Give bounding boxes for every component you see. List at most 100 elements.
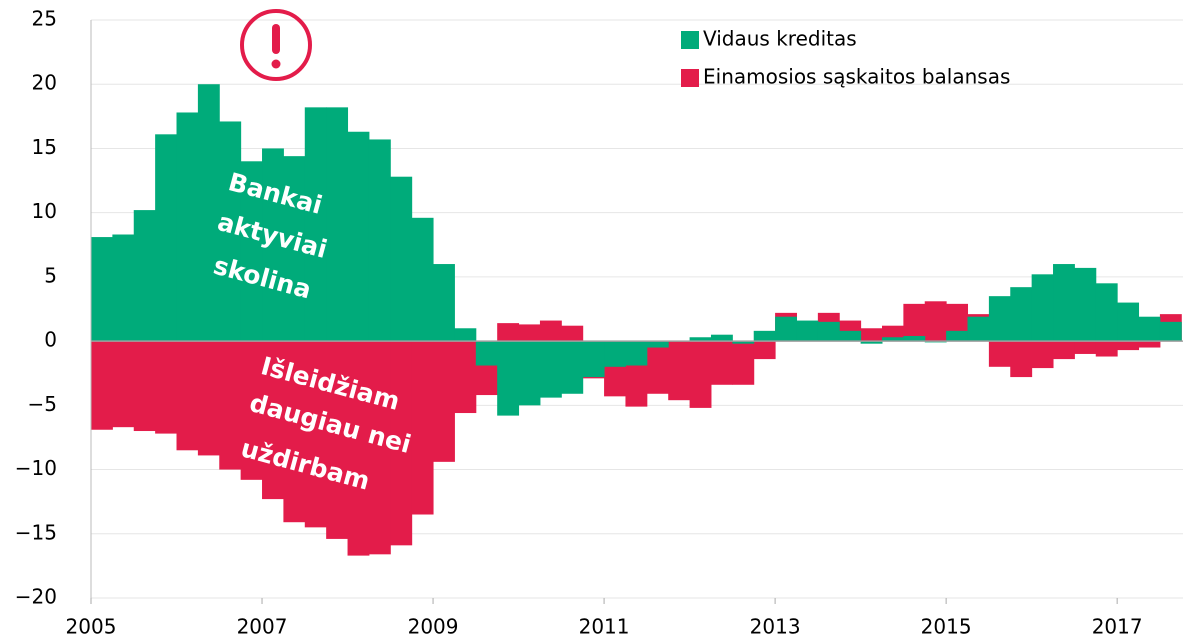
bar [262,148,284,342]
bar [283,341,306,523]
bar [475,341,498,366]
bar [176,341,199,451]
alert-bar [272,24,280,54]
legend-label: Einamosios sąskaitos balansas [703,65,1010,89]
bar [497,323,520,342]
bar [133,210,156,342]
bar [988,296,1011,342]
bar [710,334,733,342]
bar [839,330,862,342]
bar [454,328,477,342]
bar [1010,341,1033,378]
bar [368,139,391,342]
bar [539,341,562,398]
x-tick-label: 2007 [237,615,288,639]
bar [775,316,797,342]
bar [518,341,541,406]
y-tick-label: 20 [32,71,57,95]
bar [710,341,733,385]
bar [1138,341,1161,348]
bar [347,341,370,556]
bar [1010,287,1033,342]
bar [988,341,1011,367]
bar [924,301,947,342]
bar [561,325,584,342]
bar [390,341,413,546]
bar [903,303,926,342]
bar [1074,341,1097,354]
bar [753,341,776,360]
bar [112,341,135,428]
y-tick-label: −20 [15,585,57,609]
bar [304,107,327,342]
bar [219,341,242,470]
bar [1074,267,1097,342]
y-tick-label: −10 [15,456,57,480]
bar [1053,264,1075,342]
plot: −20 −15 −10 −5 0 5 10 15 20 25 2005 2007 2009 2011 201… [15,7,1183,639]
y-tick-label: −15 [15,520,57,544]
bar [1117,302,1140,342]
bar [1138,316,1161,342]
bar [582,341,605,378]
bar [1117,341,1140,351]
bar [91,237,113,342]
bar [347,131,370,342]
bar [1031,274,1054,342]
x-tick-label: 2013 [750,615,801,639]
bar [368,341,391,555]
bar [646,341,669,348]
bar [197,341,220,456]
bar [689,337,712,342]
bar [1031,341,1054,369]
bar [1053,341,1075,360]
alert-dot [271,59,281,69]
x-tick-label: 2009 [408,615,459,639]
bar [646,341,669,394]
x-tick-label: 2017 [1092,615,1143,639]
alert-circle [240,9,312,81]
bar [1095,283,1118,342]
legend-swatch [681,31,699,49]
x-tick-label: 2011 [579,615,630,639]
bar [817,321,840,342]
bar [433,341,455,462]
bar [176,112,199,342]
bar [967,316,990,342]
bar [454,341,477,414]
bar [1159,321,1182,342]
bar [903,335,926,342]
bar [112,234,135,342]
bar [1095,341,1118,357]
bar [668,341,691,401]
bar [240,341,263,480]
bar [304,341,327,528]
bar [155,341,178,434]
bar [411,217,434,342]
bar [326,341,349,539]
bar [390,176,413,342]
bar [155,134,178,342]
bar [689,341,712,408]
bar [604,341,626,367]
legend-label: Vidaus kreditas [703,27,857,51]
bar [326,107,349,342]
bar [411,341,434,515]
y-tick-label: −5 [28,392,57,416]
bar [240,161,263,342]
bar [433,264,455,342]
bar [753,330,776,342]
x-tick-label: 2015 [921,615,972,639]
bar [860,328,883,342]
y-tick-label: 10 [32,199,57,223]
bar [262,341,284,500]
y-tick-label: 0 [44,328,57,352]
bar [497,341,520,416]
bar [219,121,242,342]
bar [197,84,220,342]
bar [732,341,755,344]
bar [946,330,969,342]
bar [881,337,904,342]
bar [860,341,883,344]
alert-icon [240,9,312,81]
